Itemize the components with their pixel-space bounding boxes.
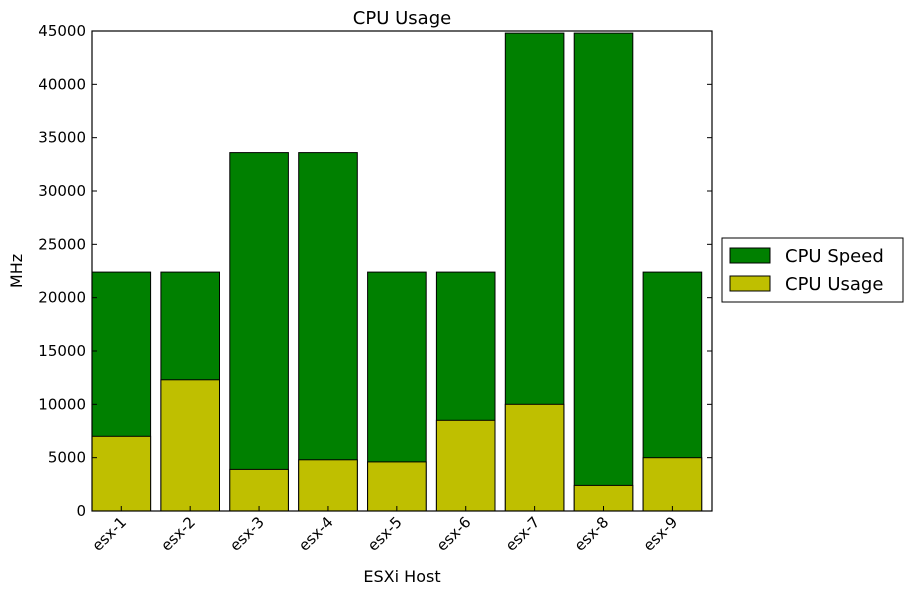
legend-swatch — [729, 275, 771, 292]
bar-cpu-usage-esx-9 — [642, 457, 703, 512]
y-tick-label: 35000 — [38, 129, 86, 147]
bar-cpu-speed-esx-3 — [229, 152, 289, 512]
y-tick-label: 10000 — [38, 395, 86, 413]
bar-cpu-usage-esx-1 — [91, 435, 152, 512]
y-tick-label: 20000 — [38, 289, 86, 307]
bar-cpu-usage-esx-6 — [435, 419, 496, 512]
legend-label: CPU Usage — [785, 274, 883, 295]
bars-group — [91, 32, 703, 512]
x-tick-label: esx-6 — [433, 513, 475, 555]
x-tick-label: esx-7 — [502, 513, 544, 555]
chart-title: CPU Usage — [353, 8, 451, 29]
y-axis-ticks: 0 5000 10000 15000 20000 25000 30000 35000 40000… — [38, 22, 712, 520]
x-tick-label: esx-3 — [226, 513, 268, 555]
y-tick-label: 0 — [76, 502, 86, 520]
x-axis-ticks: esx-1 esx-2 esx-3 esx-4 esx-5 esx-6 esx-7 esx-8… — [88, 506, 681, 555]
x-tick-label: esx-2 — [157, 513, 199, 555]
bar-cpu-usage-esx-5 — [367, 461, 427, 512]
x-tick-label: esx-8 — [571, 513, 613, 555]
bar-cpu-usage-esx-4 — [298, 459, 358, 512]
x-tick-label: esx-4 — [295, 513, 337, 555]
x-tick-label: esx-1 — [88, 513, 130, 555]
bar-cpu-usage-esx-2 — [160, 379, 220, 512]
y-tick-label: 25000 — [38, 235, 86, 253]
legend-swatch — [729, 247, 771, 264]
plot-frame — [91, 30, 713, 512]
bar-cpu-usage-esx-3 — [229, 468, 289, 512]
x-tick-label: esx-9 — [640, 513, 682, 555]
x-tick-label: esx-5 — [364, 513, 406, 555]
y-axis-label: MHz — [7, 254, 26, 288]
y-tick-label: 30000 — [38, 182, 86, 200]
bar-cpu-speed-esx-4 — [298, 152, 358, 512]
y-tick-label: 40000 — [38, 75, 86, 93]
y-tick-label: 45000 — [38, 22, 86, 40]
y-tick-label: 15000 — [38, 342, 86, 360]
bar-cpu-speed-esx-8 — [573, 32, 634, 512]
x-axis-label: ESXi Host — [363, 567, 440, 586]
legend: CPU Speed CPU Usage — [721, 237, 904, 303]
bar-cpu-usage-esx-7 — [504, 403, 565, 512]
y-tick-label: 5000 — [48, 449, 86, 467]
legend-label: CPU Speed — [785, 246, 884, 267]
